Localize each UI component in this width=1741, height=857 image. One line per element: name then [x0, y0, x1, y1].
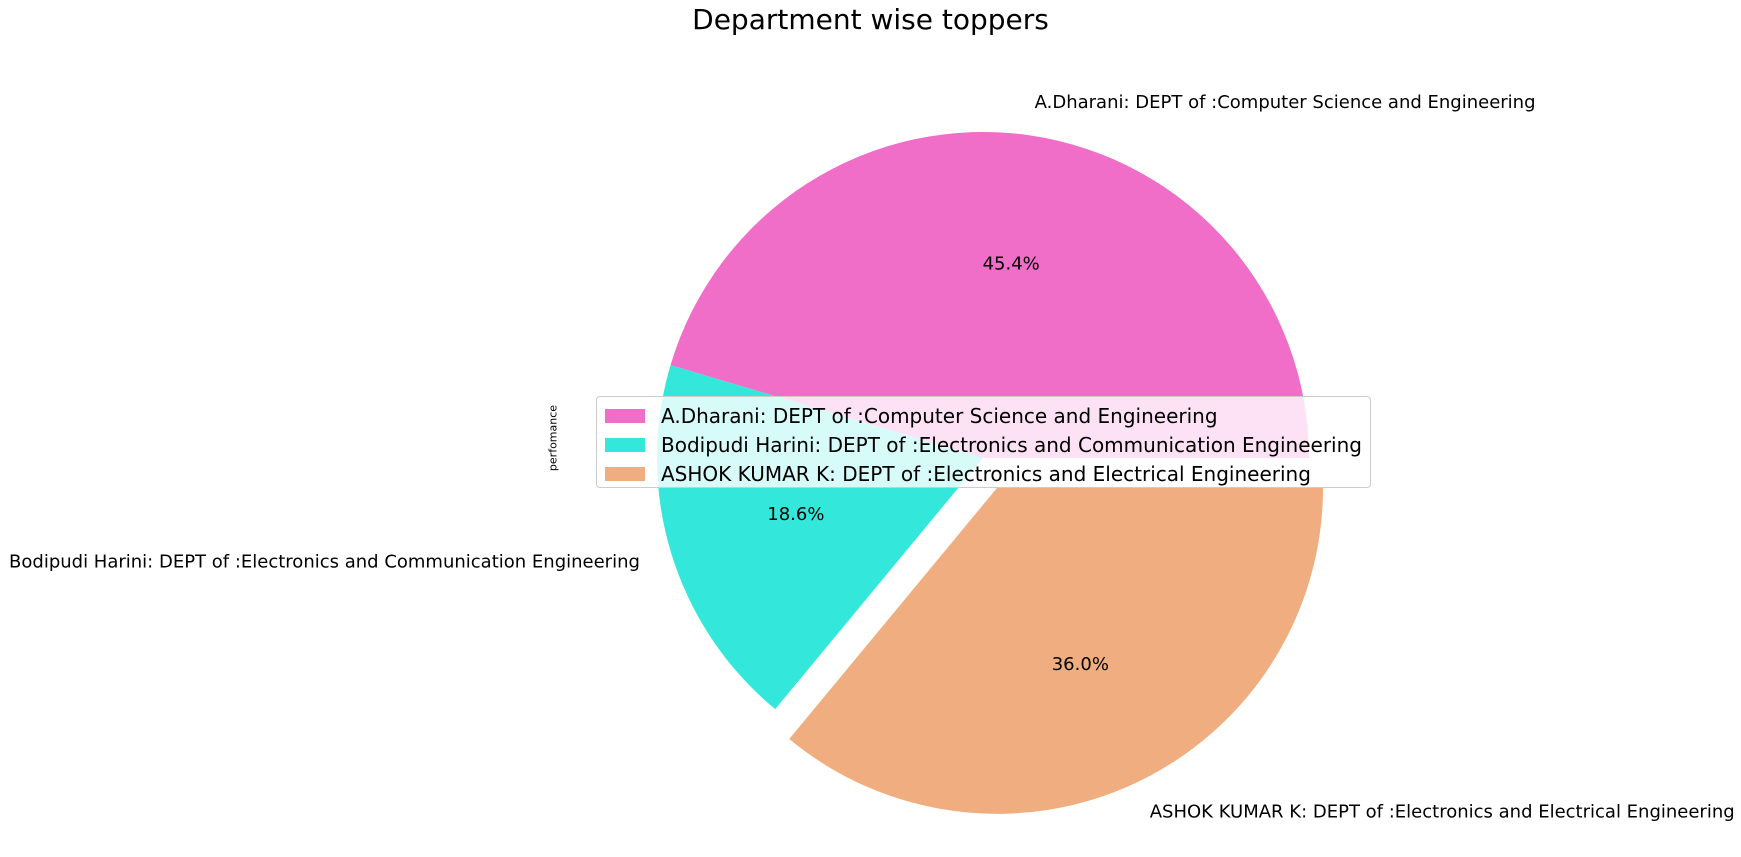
y-axis-label: perfomance — [546, 404, 560, 472]
legend-item: A.Dharani: DEPT of :Computer Science and… — [605, 401, 1370, 430]
slice-percent-label: 45.4% — [983, 253, 1040, 274]
legend-swatch — [605, 466, 645, 481]
slice-category-label: ASHOK KUMAR K: DEPT of :Electronics and … — [1150, 801, 1735, 822]
slice-category-label: A.Dharani: DEPT of :Computer Science and… — [1035, 92, 1536, 113]
slice-percent-label: 18.6% — [767, 504, 824, 525]
legend-swatch — [605, 437, 645, 452]
legend-label: Bodipudi Harini: DEPT of :Electronics an… — [661, 432, 1362, 457]
legend-swatch — [605, 408, 645, 423]
legend-label: ASHOK KUMAR K: DEPT of :Electronics and … — [661, 461, 1311, 486]
slice-percent-label: 36.0% — [1052, 654, 1109, 675]
chart-legend: A.Dharani: DEPT of :Computer Science and… — [596, 396, 1371, 488]
legend-label: A.Dharani: DEPT of :Computer Science and… — [661, 403, 1218, 428]
legend-item: Bodipudi Harini: DEPT of :Electronics an… — [605, 430, 1370, 459]
legend-item: ASHOK KUMAR K: DEPT of :Electronics and … — [605, 459, 1370, 488]
pie-slice — [670, 131, 1309, 458]
slice-category-label: Bodipudi Harini: DEPT of :Electronics an… — [9, 551, 640, 572]
pie-slice — [789, 487, 1324, 814]
chart-title: Department wise toppers — [692, 3, 1049, 36]
